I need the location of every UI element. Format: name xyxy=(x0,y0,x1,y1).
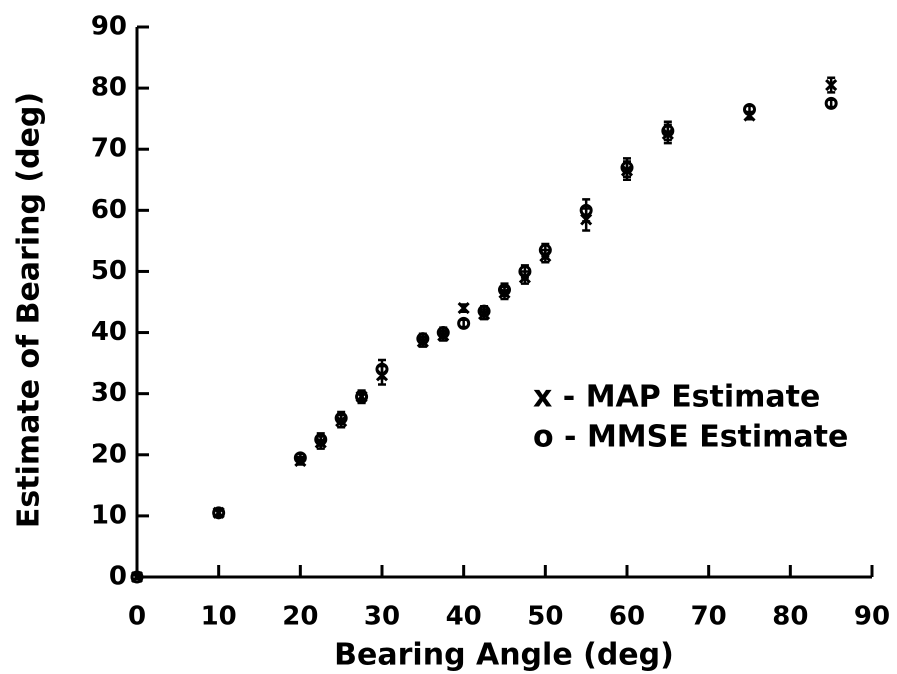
y-axis-title: Estimate of Bearing (deg) xyxy=(12,92,47,528)
marker-circle xyxy=(518,264,532,278)
marker-circle xyxy=(314,433,328,446)
marker-x xyxy=(457,302,470,315)
error-bar xyxy=(582,198,591,223)
y-tick-label: 40 xyxy=(91,317,127,347)
marker-x xyxy=(825,78,838,92)
marker-circle xyxy=(661,124,675,138)
x-tick-label: 40 xyxy=(446,602,482,632)
marker-circle xyxy=(212,506,226,520)
x-tick-label: 60 xyxy=(609,602,645,632)
x-tick-label: 30 xyxy=(364,602,400,632)
x-tick-label: 50 xyxy=(527,602,563,632)
marker-circle xyxy=(375,362,389,376)
marker-circle xyxy=(457,316,471,330)
legend-entry: o - MMSE Estimate xyxy=(533,420,848,455)
y-tick-label: 60 xyxy=(91,195,127,225)
x-tick-label: 10 xyxy=(201,602,237,632)
x-tick-label: 80 xyxy=(772,602,808,632)
x-tick-label: 20 xyxy=(282,602,318,632)
x-axis-title: Bearing Angle (deg) xyxy=(334,638,674,673)
legend-entry: x - MAP Estimate xyxy=(533,380,820,415)
marker-circle xyxy=(130,570,144,584)
y-tick-label: 0 xyxy=(109,562,127,592)
y-tick-label: 10 xyxy=(91,500,127,530)
y-tick-label: 90 xyxy=(91,12,127,42)
y-tick-label: 30 xyxy=(91,378,127,408)
marker-circle xyxy=(293,451,307,465)
marker-circle xyxy=(538,243,552,257)
y-tick-label: 80 xyxy=(91,73,127,103)
marker-circle xyxy=(498,283,511,297)
marker-circle xyxy=(334,411,348,425)
x-tick-label: 70 xyxy=(691,602,727,632)
marker-circle xyxy=(436,326,450,340)
marker-circle xyxy=(579,203,593,217)
marker-circle xyxy=(416,332,430,346)
x-tick-label: 0 xyxy=(128,602,146,632)
x-tick-label: 90 xyxy=(854,602,890,632)
marker-circle xyxy=(355,390,369,404)
y-tick-label: 50 xyxy=(91,256,127,286)
error-bar xyxy=(133,573,141,581)
marker-circle xyxy=(824,96,838,110)
y-tick-label: 70 xyxy=(91,134,127,164)
marker-circle xyxy=(477,304,491,318)
marker-circle xyxy=(620,161,634,175)
y-tick-label: 20 xyxy=(91,439,127,469)
marker-circle xyxy=(743,103,756,116)
